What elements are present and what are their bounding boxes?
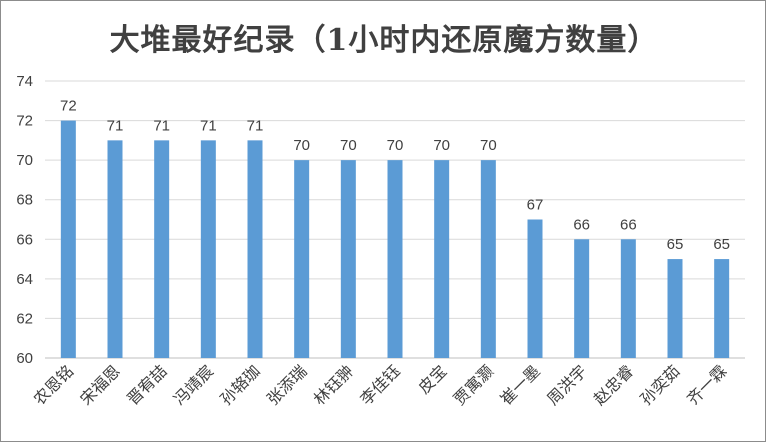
- chart-title: 大堆最好纪录（1小时内还原魔方数量）: [109, 23, 659, 58]
- bar: [340, 160, 356, 358]
- bar: [294, 160, 310, 358]
- data-label: 70: [433, 137, 450, 154]
- x-tick-label: 皮宝: [414, 361, 450, 397]
- x-tick-label: 齐一霖: [683, 361, 730, 408]
- data-label: 71: [107, 117, 124, 134]
- x-tick-label: 农恩铭: [30, 361, 77, 408]
- bar: [667, 259, 683, 358]
- y-tick-label: 62: [16, 310, 33, 327]
- x-tick-label: 张添瑞: [263, 361, 310, 408]
- bar: [480, 160, 496, 358]
- y-tick-label: 64: [16, 271, 33, 288]
- bar: [200, 140, 216, 358]
- bar: [434, 160, 450, 358]
- bar: [527, 219, 543, 358]
- y-tick-label: 68: [16, 192, 33, 209]
- data-label: 66: [620, 216, 637, 233]
- data-label: 70: [387, 137, 404, 154]
- y-tick-label: 66: [16, 231, 33, 248]
- bar: [247, 140, 263, 358]
- x-tick-label: 赵忠睿: [590, 361, 637, 408]
- data-label: 65: [713, 236, 730, 253]
- x-tick-label: 孙奕茹: [636, 361, 683, 408]
- x-tick-label: 周洪宇: [543, 361, 590, 408]
- x-tick-label: 李佳钰: [356, 361, 403, 408]
- y-tick-label: 72: [16, 113, 33, 130]
- x-tick-label: 宋福恩: [76, 361, 123, 408]
- bar: [60, 120, 76, 358]
- data-label: 71: [200, 117, 217, 134]
- y-tick-label: 70: [16, 152, 33, 169]
- data-label: 71: [247, 117, 264, 134]
- bar: [574, 239, 590, 358]
- data-label: 70: [293, 137, 310, 154]
- data-label: 72: [60, 98, 77, 115]
- data-label: 67: [527, 197, 544, 214]
- x-tick-label: 林钰翀: [310, 361, 357, 408]
- bar: [387, 160, 403, 358]
- y-tick-label: 74: [16, 73, 33, 90]
- data-label: 70: [340, 137, 357, 154]
- x-tick-label: 贾寓灏: [450, 361, 497, 408]
- x-tick-label: 崔一墨: [496, 361, 543, 408]
- data-label: 71: [153, 117, 170, 134]
- bar: [620, 239, 636, 358]
- x-tick-label: 晋宥喆: [123, 361, 170, 408]
- bar: [107, 140, 123, 358]
- y-tick-label: 60: [16, 350, 33, 367]
- data-label: 65: [667, 236, 684, 253]
- bar: [154, 140, 170, 358]
- x-tick-label: 冯靖宸: [170, 361, 217, 408]
- data-label: 70: [480, 137, 497, 154]
- bar: [714, 259, 730, 358]
- data-label: 66: [573, 216, 590, 233]
- x-tick-label: 孙辂珈: [216, 361, 263, 408]
